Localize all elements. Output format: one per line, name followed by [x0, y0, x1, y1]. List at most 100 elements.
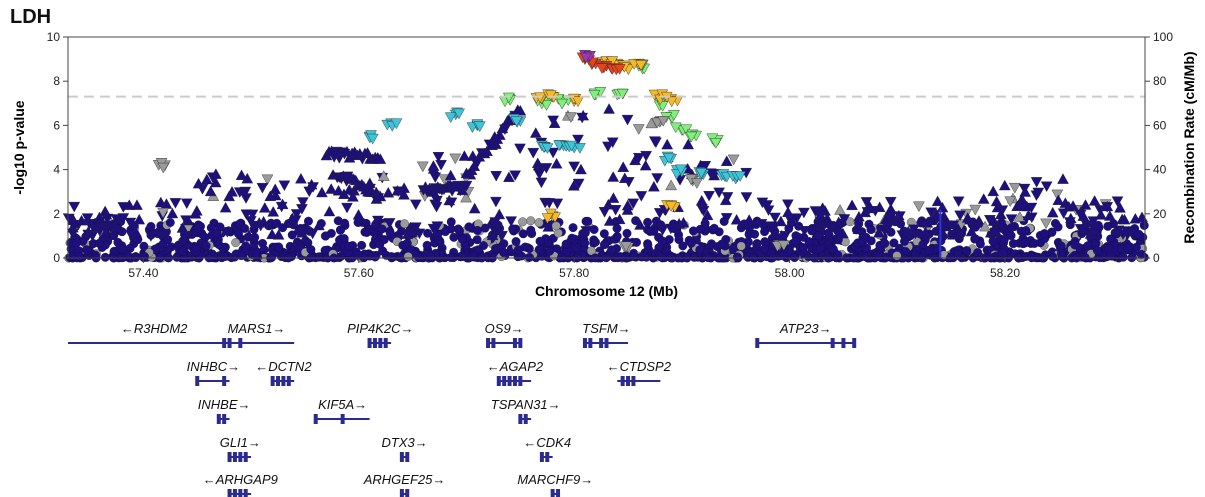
snp-triangle	[83, 219, 96, 230]
snp-triangle	[931, 195, 944, 207]
gene-label: ←DCTN2	[255, 359, 312, 374]
snp-point	[551, 221, 561, 231]
gene-exon	[405, 452, 410, 462]
snp-point	[520, 242, 530, 252]
snp-point	[586, 246, 596, 256]
snp-triangle	[130, 226, 142, 237]
snp-point	[231, 238, 241, 247]
snp-point	[526, 225, 536, 235]
snp-triangle	[925, 207, 937, 219]
x-tick-label: 57.80	[559, 266, 589, 280]
snp-point	[193, 223, 203, 233]
x-tick-label: 57.40	[128, 266, 158, 280]
snp-point	[241, 241, 251, 251]
snp-triangle	[755, 219, 768, 230]
snp-triangle	[372, 215, 384, 227]
snp-triangle	[695, 194, 708, 206]
snp-triangle	[607, 192, 620, 203]
snp-triangle	[104, 220, 117, 231]
snp-triangle	[954, 210, 966, 222]
snp-triangle	[632, 124, 645, 135]
snp-point	[353, 250, 363, 260]
snp-triangle	[720, 155, 733, 166]
ld-snp-r2_mid	[710, 138, 722, 149]
ld-snp-r2_top	[613, 64, 626, 75]
gene-label: TSFM→	[582, 321, 630, 336]
snp-triangle	[634, 219, 646, 230]
snp-triangle	[651, 173, 664, 184]
snp-triangle	[766, 221, 778, 232]
snp-point	[612, 223, 622, 233]
snp-triangle	[994, 208, 1007, 220]
ld-snp-r2_top	[596, 63, 608, 74]
snp-triangle	[468, 202, 481, 214]
snp-point	[686, 238, 696, 248]
snp-point	[612, 231, 622, 241]
snp-point	[695, 224, 705, 234]
gene-exon	[399, 489, 404, 497]
snp-triangle	[432, 152, 445, 163]
ld-snp-lead	[580, 52, 592, 64]
ld-snp-r2_low	[734, 171, 746, 182]
snp-triangle	[413, 228, 426, 240]
ld-snp-r2_low	[574, 143, 586, 154]
snp-triangle	[117, 202, 130, 213]
snp-triangle	[1074, 209, 1087, 221]
snp-triangle	[1087, 216, 1100, 227]
ld-snp-missing	[620, 241, 632, 253]
snp-point	[709, 223, 719, 233]
snp-triangle	[921, 217, 934, 228]
ld-snp-r2_mid	[502, 92, 515, 104]
ld-snp-r2_low	[366, 133, 379, 145]
snp-point	[234, 229, 243, 239]
snp-triangle	[1077, 222, 1089, 233]
snp-triangle	[884, 196, 897, 208]
snp-point	[583, 216, 593, 226]
snp-triangle	[1051, 189, 1064, 201]
snp-triangle	[633, 153, 645, 164]
gene-label: MARCHF9→	[517, 472, 593, 487]
snp-point	[641, 252, 651, 262]
snp-point	[717, 239, 727, 249]
snp-triangle	[398, 182, 410, 193]
snp-triangle	[404, 229, 417, 241]
snp-triangle	[577, 109, 590, 121]
snp-point	[100, 252, 110, 262]
snp-triangle	[514, 143, 526, 155]
snp-triangle	[306, 228, 319, 240]
snp-point	[434, 235, 444, 245]
gene-exon	[523, 414, 528, 424]
snp-point	[1134, 229, 1144, 239]
snp-triangle	[166, 207, 179, 219]
gene-exon	[556, 489, 561, 497]
snp-point	[988, 236, 998, 246]
gene-exon	[604, 338, 609, 348]
snp-triangle	[621, 114, 634, 126]
snp-triangle	[743, 214, 756, 225]
snp-point	[118, 244, 128, 254]
snp-point	[632, 237, 641, 247]
snp-triangle	[430, 201, 443, 213]
snp-point	[973, 248, 983, 258]
snp-point	[750, 229, 760, 239]
snp-point	[259, 245, 269, 255]
snp-triangle	[873, 226, 885, 238]
x-tick-label: 58.20	[990, 266, 1020, 280]
snp-triangle	[264, 190, 277, 201]
snp-point	[422, 240, 432, 250]
snp-triangle	[572, 134, 584, 146]
snp-triangle	[204, 185, 217, 197]
snp-point	[1106, 250, 1116, 260]
snp-point	[1008, 239, 1018, 249]
snp-triangle	[947, 220, 960, 232]
gene-label: MARS1→	[228, 321, 286, 336]
snp-point	[999, 234, 1009, 244]
snp-point	[178, 246, 187, 256]
snp-triangle	[894, 211, 906, 222]
snp-triangle	[256, 182, 269, 194]
snp-triangle	[661, 138, 674, 150]
snp-triangle	[973, 217, 986, 228]
y2-tick-label: 40	[1153, 163, 1167, 177]
snp-triangle	[1057, 173, 1069, 184]
gene-label: ←R3HDM2	[121, 321, 188, 336]
